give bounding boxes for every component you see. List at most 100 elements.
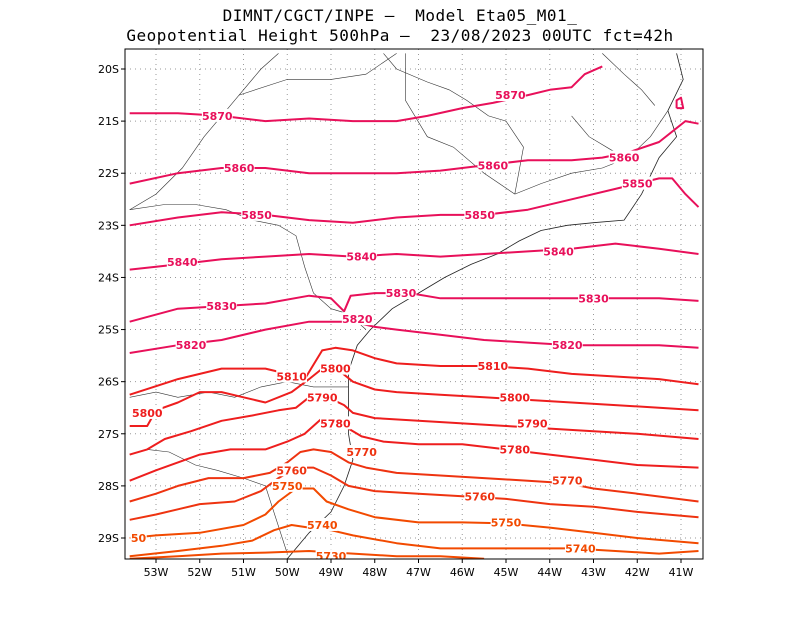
contour-label: 5860 [609,152,640,165]
contour-label-bg [271,478,303,492]
contour-line-5870 [129,65,603,123]
contour-line-5750 [129,487,699,545]
state-border [602,53,656,106]
lon-tick-label: 45W [494,566,519,579]
contour-label: 5860 [478,159,509,172]
contour-labels: 5870 5870 5860 5860 5860 5850 5850 5850 5840 5840… [130,88,653,563]
contour-label: 5740 [565,542,596,555]
contour-label-bg [464,207,496,221]
contour-label: 5760 [276,464,307,477]
lon-tick-label: 43W [581,566,606,579]
contour-label: 5790 [517,417,548,430]
contour-label: 5860 [224,162,255,175]
lon-tick-label: 49W [319,566,344,579]
contour-label-bg [464,489,496,503]
state-border [129,53,279,210]
contour-line-5870 [675,96,685,110]
contour-label-bg [276,463,308,477]
axis-ticks: 20S 21S 22S 23S 24S 25S 26S 27S 28S 29S 53W 52W 51W 5… [98,63,694,579]
contour-label: 5770 [346,446,377,459]
contour-label-bg [276,369,308,383]
contour-label: 5760 [464,490,495,503]
contour-label-bg [223,161,255,175]
state-border [405,53,515,195]
lat-tick-label: 23S [98,219,119,232]
contour-label-bg [241,207,273,221]
state-border [129,204,367,330]
contour-line-5730 [129,550,485,559]
contour-label: 5800 [320,363,351,376]
contour-label: 5770 [552,475,583,488]
contour-label-bg [608,150,640,164]
lat-tick-label: 28S [98,480,119,493]
contour-label: 5830 [206,300,237,313]
state-border [239,53,397,96]
contour-label-bg [130,531,147,544]
lon-tick-label: 42W [625,566,650,579]
lat-tick-label: 21S [98,115,119,128]
contour-line-5820 [129,320,699,354]
contour-label: 5750 [272,480,303,493]
contour-label-bg [319,361,351,375]
map-title-line-2: Geopotential Height 500hPa – 23/08/2023 … [126,26,674,45]
lon-tick-label: 41W [669,566,694,579]
contour-label-bg [131,405,163,419]
contour-label-bg [385,286,417,300]
contour-line-5810 [129,346,699,396]
state-border [383,53,524,195]
lat-tick-label: 26S [98,376,119,389]
contour-line-5760 [129,466,699,521]
contour-label-bg [306,390,338,404]
lon-tick-label: 44W [537,566,562,579]
contour-label: 5820 [176,339,207,352]
contour-label-bg [477,359,509,373]
contour-label-bg [543,244,574,258]
contour-label-bg [564,541,596,555]
lat-tick-label: 24S [98,271,119,284]
contour-label-bg [319,416,351,430]
contour-label: 5820 [552,339,583,352]
contour-label: 5810 [478,360,509,373]
contour-label: 5830 [386,287,417,300]
contour-label-bg [201,108,233,122]
contour-label-bg [477,158,509,172]
contour-label: 5850 [241,209,272,222]
lat-tick-label: 20S [98,63,119,76]
contour-label: 5730 [316,550,347,563]
contour-label-bg [206,299,238,313]
lon-tick-label: 50W [275,566,300,579]
contour-label: 5800 [132,407,163,420]
contour-label-bg [346,445,378,459]
contour-label: 5800 [499,391,530,404]
contour-label: 5740 [307,519,338,532]
contour-label-bg [516,416,548,430]
state-border [514,110,669,195]
contour-label-bg [341,312,373,326]
lat-tick-label: 27S [98,428,119,441]
contour-label: 5870 [495,89,526,102]
contour-label: 5780 [320,417,351,430]
contour-label-bg [578,291,609,305]
contour-label: 5850 [622,178,653,191]
lon-tick-label: 46W [450,566,475,579]
contour-line-5840 [129,242,699,271]
contour-label-bg [175,338,207,352]
contour-label-bg [499,442,531,456]
lon-tick-label: 53W [144,566,169,579]
contour-label-bg [315,549,347,559]
contour-label-bg [166,254,198,268]
contour-label: 5870 [202,110,233,123]
contour-label: 5840 [167,256,198,269]
state-border [129,449,288,554]
contour-label: 5850 [464,209,495,222]
lon-tick-label: 52W [187,566,212,579]
map-title-line-1: DIMNT/CGCT/INPE – Model Eta05_M01_ [222,6,578,25]
lat-tick-label: 29S [98,532,119,545]
contour-label-bg [551,338,583,352]
contour-label-bg [621,176,653,190]
contour-label-bg [306,517,338,531]
lon-tick-label: 51W [231,566,256,579]
contour-label: 5820 [342,313,373,326]
contour-label: 5780 [499,443,530,456]
